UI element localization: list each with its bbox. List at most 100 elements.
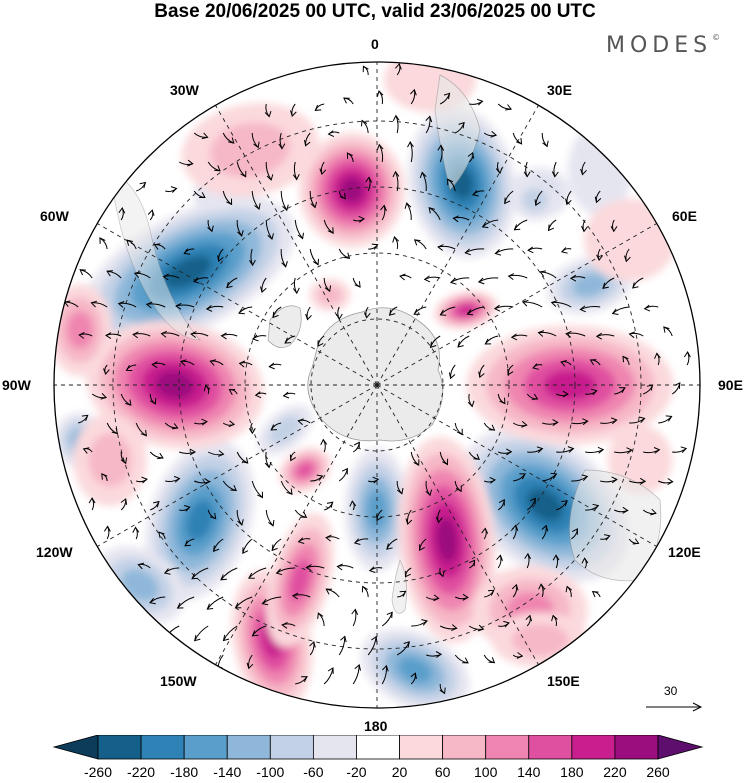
colorbar-tick-label: 140	[517, 764, 541, 780]
anomaly-blob-30	[309, 278, 351, 312]
wind-arrow-294	[206, 596, 224, 610]
wind-arrow-250	[405, 509, 413, 526]
lon-label-120w: 120W	[36, 544, 73, 560]
wind-arrow-110	[602, 277, 615, 289]
lon-label-30w: 30W	[170, 82, 199, 98]
wind-arrow-18	[361, 119, 369, 134]
wind-arrow-127	[493, 304, 514, 312]
wind-arrow-35	[467, 152, 475, 163]
wind-arrow-327	[396, 641, 410, 656]
wind-arrow-98	[226, 277, 238, 289]
vector-scale-arrow	[646, 702, 703, 712]
wind-arrow-208	[352, 441, 360, 453]
wind-arrow-183	[106, 422, 119, 435]
wind-arrow-227	[338, 467, 348, 482]
wind-arrow-276	[137, 562, 151, 570]
meridian-60	[376, 219, 664, 386]
wind-arrow-144	[484, 335, 499, 345]
wind-arrow-177	[555, 390, 569, 398]
colorbar-tick-label: -260	[83, 764, 113, 780]
wind-arrow-164	[622, 355, 630, 366]
wind-arrow-113	[90, 300, 108, 308]
wind-arrow-269	[419, 538, 427, 552]
wind-arrow-290	[552, 554, 560, 569]
colorbar-tick-label: 220	[603, 764, 627, 780]
wind-arrow-12	[193, 132, 209, 140]
wind-arrow-190	[297, 418, 311, 426]
wind-arrow-187	[222, 420, 236, 428]
wind-arrow-191	[454, 422, 463, 436]
wind-arrow-22	[483, 131, 498, 138]
wind-arrow-224	[251, 480, 264, 499]
wind-arrow-313	[317, 612, 325, 627]
wind-arrow-267	[353, 538, 369, 545]
wind-arrow-223	[222, 480, 237, 492]
colorbar-tick-label: -20	[346, 764, 367, 780]
wind-arrow-328	[426, 651, 443, 658]
wind-arrow-124	[413, 306, 427, 315]
wind-arrow-255	[585, 503, 600, 511]
wind-arrow-92	[624, 248, 631, 263]
colorbar-tick-label: -140	[213, 764, 242, 780]
wind-arrow-279	[220, 567, 238, 581]
anomaly-blob-24	[266, 512, 334, 648]
wind-arrow-210	[439, 451, 449, 466]
wind-arrow-205	[264, 451, 272, 469]
anomaly-blob-18	[398, 436, 496, 644]
wind-arrow-3	[264, 103, 272, 118]
wind-arrow-275	[628, 538, 640, 545]
wind-arrow-234	[542, 472, 558, 482]
wind-arrow-323	[246, 654, 254, 670]
wind-arrow-241	[150, 500, 160, 511]
wind-arrow-5	[314, 103, 325, 111]
colorbar-swatch-10	[485, 735, 530, 760]
wind-arrow-167	[91, 393, 108, 400]
wind-arrow-182	[78, 414, 89, 424]
meridian-30	[376, 98, 543, 386]
wind-arrow-316	[411, 619, 428, 627]
wind-arrow-106	[477, 277, 499, 285]
wind-arrow-220	[136, 476, 148, 484]
wind-arrow-14	[251, 132, 260, 149]
wind-arrow-86	[437, 244, 456, 251]
wind-arrow-229	[396, 480, 404, 495]
wind-arrow-302	[454, 593, 469, 601]
wind-arrow-131	[611, 306, 630, 315]
wind-arrow-2	[395, 62, 402, 76]
wind-arrow-128	[521, 299, 543, 308]
wind-arrow-266	[325, 534, 340, 542]
wind-arrow-165	[654, 352, 661, 366]
wind-arrow-21	[454, 121, 465, 134]
wind-arrow-163	[589, 359, 601, 366]
anomaly-blob-15	[299, 132, 405, 248]
wind-arrow-56	[594, 190, 602, 204]
wind-arrow-178	[585, 388, 598, 396]
wind-arrow-315	[381, 611, 393, 627]
wind-arrow-249	[376, 509, 383, 522]
wind-arrow-274	[600, 534, 611, 541]
wind-arrow-238	[657, 478, 674, 485]
lon-label-30e: 30E	[547, 82, 572, 98]
wind-arrow-48	[365, 176, 373, 192]
wind-arrow-13	[222, 132, 235, 144]
wind-arrow-304	[511, 583, 519, 598]
wind-arrow-253	[526, 497, 536, 511]
wind-arrow-169	[149, 393, 157, 405]
wind-arrow-214	[556, 446, 575, 453]
wind-arrow-297	[291, 592, 311, 600]
wind-arrow-318	[468, 624, 485, 632]
wind-arrow-146	[537, 330, 557, 337]
wind-arrow-24	[541, 132, 549, 148]
wind-arrow-319	[498, 620, 510, 628]
anomaly-blob-29	[73, 414, 147, 506]
wind-arrow-180	[643, 384, 654, 395]
wind-arrow-46	[309, 190, 318, 209]
wind-arrow-291	[581, 557, 589, 569]
wind-arrow-100	[292, 277, 300, 295]
wind-arrow-40	[136, 181, 147, 192]
anomaly-blob-23	[54, 284, 113, 376]
wind-arrow-38	[551, 161, 559, 178]
wind-arrow-203	[207, 450, 225, 457]
wind-arrow-277	[163, 567, 180, 575]
wind-arrow-114	[117, 301, 137, 308]
